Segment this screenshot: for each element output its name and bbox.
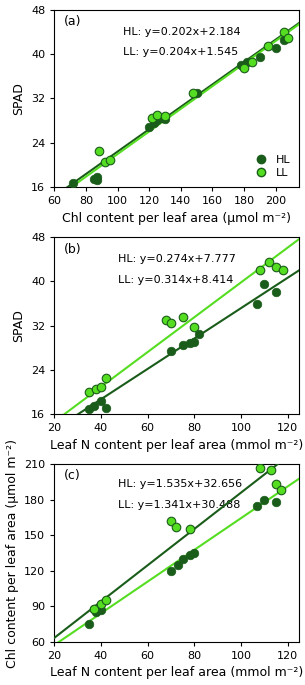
Point [274, 497, 278, 508]
Point [96, 145, 101, 156]
X-axis label: Leaf N content per leaf area (mmol m⁻²): Leaf N content per leaf area (mmol m⁻²) [50, 667, 303, 680]
Point [281, 34, 286, 45]
Point [169, 565, 174, 576]
Point [87, 619, 92, 630]
Point [278, 485, 283, 496]
Point [242, 62, 246, 73]
Point [103, 595, 108, 606]
Point [95, 171, 99, 182]
Point [187, 338, 192, 349]
Point [187, 524, 192, 535]
Point [92, 603, 96, 614]
Text: LL: y=1.341x+30.488: LL: y=1.341x+30.488 [118, 500, 240, 510]
Point [255, 298, 260, 309]
Point [169, 516, 174, 527]
Point [194, 87, 199, 98]
Point [239, 60, 243, 71]
Point [99, 604, 103, 615]
Text: HL: y=0.202x+2.184: HL: y=0.202x+2.184 [123, 27, 241, 37]
Point [103, 373, 108, 384]
Point [191, 87, 196, 98]
Text: (b): (b) [64, 243, 82, 256]
Point [257, 265, 262, 276]
Point [281, 265, 285, 276]
Point [92, 173, 96, 184]
Legend: HL, LL: HL, LL [247, 151, 294, 182]
Point [103, 402, 108, 413]
Point [94, 607, 99, 618]
Point [102, 157, 107, 168]
Point [147, 122, 152, 133]
Point [163, 110, 167, 121]
Text: HL: y=1.535x+32.656: HL: y=1.535x+32.656 [118, 479, 242, 489]
Point [150, 112, 155, 123]
Point [262, 279, 267, 290]
Point [99, 395, 103, 406]
Point [255, 500, 260, 511]
Point [274, 287, 278, 298]
Point [187, 550, 192, 561]
Point [192, 337, 197, 348]
Point [155, 110, 160, 121]
Text: (a): (a) [64, 16, 81, 29]
Point [274, 262, 278, 273]
Point [281, 26, 286, 37]
X-axis label: Leaf N content per leaf area (mmol m⁻²): Leaf N content per leaf area (mmol m⁻²) [50, 439, 303, 452]
Point [169, 345, 174, 356]
Point [267, 256, 271, 267]
Text: LL: y=0.204x+1.545: LL: y=0.204x+1.545 [123, 47, 238, 57]
Point [180, 340, 185, 351]
Text: LL: y=0.314x+8.414: LL: y=0.314x+8.414 [118, 275, 233, 284]
Point [169, 317, 174, 328]
Y-axis label: SPAD: SPAD [13, 309, 25, 342]
Point [269, 465, 274, 476]
Point [286, 33, 291, 44]
Point [92, 603, 96, 614]
X-axis label: Chl content per leaf area (μmol m⁻²): Chl content per leaf area (μmol m⁻²) [62, 212, 291, 225]
Point [164, 314, 169, 325]
Point [192, 547, 197, 558]
Point [152, 118, 156, 129]
Point [99, 599, 103, 610]
Point [262, 495, 267, 506]
Point [71, 177, 76, 188]
Point [197, 329, 202, 340]
Point [155, 115, 160, 126]
Point [173, 521, 178, 532]
Point [163, 114, 167, 125]
Text: HL: y=0.274x+7.777: HL: y=0.274x+7.777 [118, 254, 236, 264]
Point [176, 560, 181, 571]
Point [180, 312, 185, 323]
Y-axis label: Chl content per leaf area (μmol m⁻²): Chl content per leaf area (μmol m⁻²) [5, 438, 19, 668]
Point [107, 155, 112, 166]
Point [245, 57, 250, 68]
Point [99, 382, 103, 393]
Point [192, 321, 197, 332]
Y-axis label: SPAD: SPAD [13, 82, 25, 115]
Point [265, 40, 270, 51]
Point [274, 479, 278, 490]
Point [87, 387, 92, 398]
Point [257, 462, 262, 473]
Point [87, 403, 92, 414]
Point [180, 553, 185, 564]
Point [92, 401, 96, 412]
Point [257, 51, 262, 62]
Text: (c): (c) [64, 469, 81, 482]
Point [94, 384, 99, 395]
Point [95, 175, 99, 186]
Point [160, 112, 164, 123]
Point [249, 57, 254, 68]
Point [273, 43, 278, 54]
